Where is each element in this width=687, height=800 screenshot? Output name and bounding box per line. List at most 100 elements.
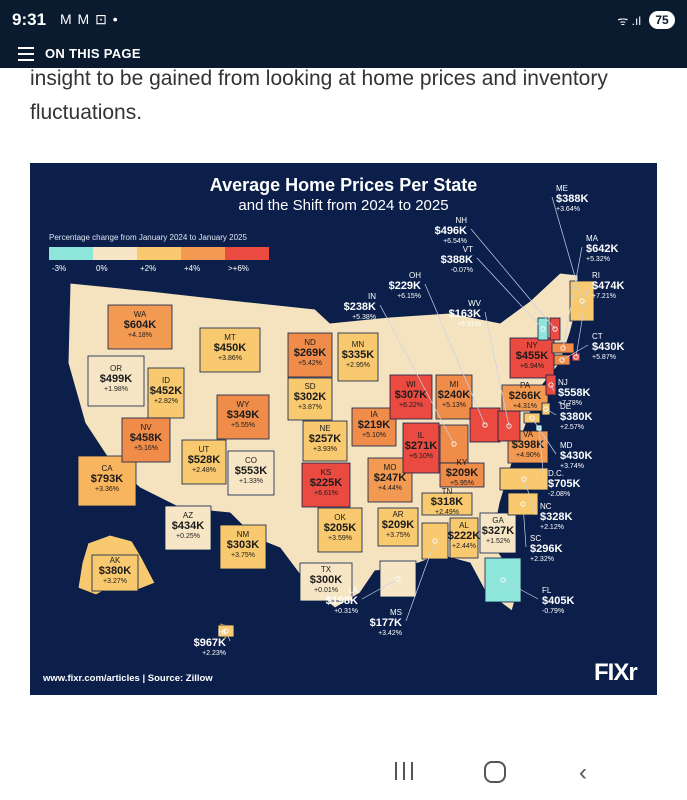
state-abbr-label: TN	[442, 487, 453, 496]
state-change-label: +2.82%	[154, 398, 178, 405]
state-abbr-label: NE	[319, 424, 330, 433]
legend-swatch	[93, 247, 137, 260]
state-price-label: $300K	[310, 574, 342, 586]
state-abbr-label: MI	[450, 380, 459, 389]
state-change-label: +3.75%	[386, 532, 410, 539]
state-price-label: $967K	[194, 637, 226, 649]
state-abbr-label: KY	[457, 458, 468, 467]
notification-icons: M M ⊡ •	[60, 11, 119, 27]
state-change-label: +0.01%	[314, 587, 338, 594]
state-price-label: $205K	[324, 522, 356, 534]
callout-line	[538, 427, 545, 483]
state-price-label: $496K	[435, 225, 467, 237]
callout-line	[531, 417, 557, 455]
state-mi-shape	[435, 374, 473, 420]
state-abbr-label: LA	[348, 586, 358, 595]
state-price-label: $388K	[441, 254, 473, 266]
state-change-label: +2.95%	[346, 362, 370, 369]
state-abbr-label: AR	[392, 510, 403, 519]
state-abbr-label: AK	[110, 556, 121, 565]
back-icon[interactable]: ‹	[579, 759, 587, 786]
state-price-label: $705K	[548, 478, 580, 490]
state-abbr-label: SC	[530, 534, 541, 543]
state-abbr-label: GA	[492, 516, 504, 525]
state-price-label: $528K	[188, 454, 220, 466]
state-change-label: +6.10%	[409, 453, 433, 460]
state-change-label: +3.36%	[95, 486, 119, 493]
callout-dot	[223, 628, 229, 634]
state-change-label: +5.32%	[586, 256, 610, 263]
state-change-label: +5.10%	[362, 432, 386, 439]
state-price-label: $452K	[150, 385, 182, 397]
state-abbr-label: NV	[140, 423, 152, 432]
state-price-label: $604K	[124, 319, 156, 331]
state-price-label: $257K	[309, 433, 341, 445]
on-this-page-label[interactable]: ON THIS PAGE	[45, 46, 141, 61]
state-ky-shape	[439, 462, 485, 488]
state-change-label: +5.16%	[134, 445, 158, 452]
state-change-label: +2.48%	[192, 467, 216, 474]
on-this-page-bar[interactable]: ON THIS PAGE	[0, 40, 687, 68]
state-abbr-label: WY	[237, 400, 251, 409]
recents-icon[interactable]	[395, 762, 415, 780]
state-change-label: +7.78%	[558, 400, 582, 407]
state-ks-shape	[301, 462, 351, 508]
state-abbr-label: VT	[463, 245, 473, 254]
callout-line	[502, 579, 539, 600]
callout-line	[470, 228, 556, 330]
state-change-label: -0.07%	[451, 267, 473, 274]
state-az-shape	[164, 505, 212, 551]
state-abbr-label: WI	[406, 380, 416, 389]
callout-dot	[573, 354, 579, 360]
legend-label: +2%	[140, 264, 157, 273]
callout-line	[476, 257, 544, 330]
infographic-footer: www.fixr.com/articles | Source: Zillow	[43, 673, 213, 684]
state-price-label: $238K	[344, 301, 376, 313]
state-price-label: $229K	[389, 280, 421, 292]
list-menu-icon[interactable]	[18, 47, 34, 61]
callout-dot	[536, 425, 542, 431]
callout-dot	[529, 415, 535, 421]
state-change-label: +2.57%	[560, 424, 584, 431]
state-price-label: $553K	[235, 465, 267, 477]
state-change-label: +4.31%	[513, 403, 537, 410]
footer-separator: |	[142, 673, 146, 684]
state-price-label: $558K	[558, 387, 590, 399]
state-abbr-label: NM	[237, 530, 250, 539]
state-price-label: $209K	[446, 467, 478, 479]
callout-dot	[552, 326, 558, 332]
footer-url[interactable]: www.fixr.com/articles	[43, 673, 140, 684]
state-price-label: $247K	[374, 472, 406, 484]
state-price-label: $450K	[214, 342, 246, 354]
status-bar: 9:31 M M ⊡ • ᯤ .ıl 75	[0, 0, 687, 40]
state-price-label: $318K	[431, 496, 463, 508]
state-price-label: $222K	[448, 530, 480, 542]
state-abbr-label: PA	[520, 381, 531, 390]
infographic-title: Average Home Prices Per State	[209, 175, 478, 195]
callout-line	[551, 196, 583, 302]
state-abbr-label: CO	[245, 456, 257, 465]
state-or-shape	[87, 355, 145, 407]
state-price-label: $307K	[395, 389, 427, 401]
state-ia-shape	[351, 407, 397, 447]
callout-dot	[506, 423, 512, 429]
state-tn-shape	[421, 492, 473, 516]
state-abbr-label: MT	[224, 333, 236, 342]
state-ar-shape	[377, 507, 419, 547]
state-change-label: +0.25%	[176, 533, 200, 540]
state-abbr-label: AZ	[183, 511, 193, 520]
state-wy-shape	[216, 394, 270, 440]
state-abbr-label: MD	[560, 441, 573, 450]
callout-dot	[548, 382, 554, 388]
state-abbr-label: ID	[162, 376, 170, 385]
state-abbr-label: AL	[459, 521, 469, 530]
article-paragraph: insight to be gained from looking at hom…	[30, 67, 608, 124]
state-change-label: +4.18%	[128, 332, 152, 339]
state-abbr-label: KS	[321, 468, 332, 477]
state-change-label: +6.94%	[520, 363, 544, 370]
state-id-shape	[147, 367, 185, 419]
state-price-label: $434K	[172, 520, 204, 532]
home-icon[interactable]	[484, 761, 506, 783]
state-change-label: +5.87%	[592, 354, 616, 361]
state-change-label: +5.95%	[450, 480, 474, 487]
